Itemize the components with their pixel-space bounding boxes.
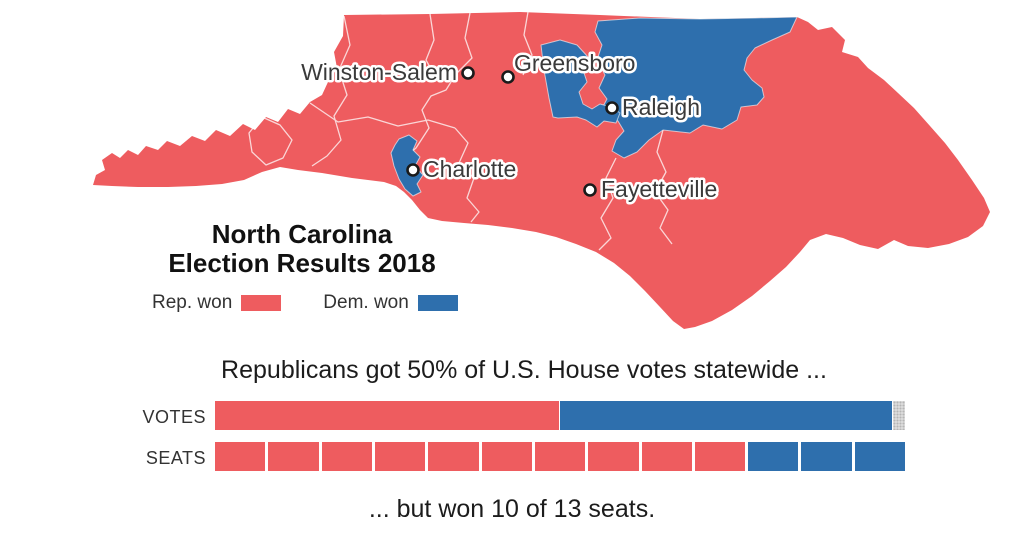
- seat-segment-rep-7: [534, 442, 586, 471]
- city-dot-fayetteville: [583, 183, 597, 197]
- district-dem-charlotte: [390, 134, 424, 197]
- votes-row-label: VOTES: [142, 407, 206, 427]
- seat-segment-rep-2: [268, 442, 319, 471]
- city-label-winston-salem: Winston-Salem: [301, 59, 457, 85]
- city-dot-greensboro: [501, 70, 515, 84]
- legend-rep-swatch: [241, 295, 282, 311]
- seat-segment-rep-5: [428, 442, 479, 471]
- legend-dem-label: Dem. won: [323, 292, 409, 313]
- city-labels: Winston-Salem Greensboro Raleigh Charlot…: [299, 48, 720, 205]
- map-legend: Rep. won Dem. won: [152, 292, 482, 313]
- votes-segment-democratic: [560, 401, 893, 430]
- city-dot-winston-salem: [461, 66, 475, 80]
- votes-caption: Republicans got 50% of U.S. House votes …: [221, 356, 827, 384]
- seats-row-label: SEATS: [145, 448, 206, 468]
- seat-segment-rep-9: [641, 442, 692, 471]
- state-shape-republican-area: [93, 12, 990, 329]
- district-boundary-lines: [248, 11, 673, 251]
- seat-segment-rep-1: [215, 442, 266, 471]
- seat-segment-rep-10: [694, 442, 746, 471]
- seat-segment-rep-4: [374, 442, 426, 471]
- map-title: North Carolina Election Results 2018: [140, 220, 464, 278]
- seat-segment-rep-8: [588, 442, 639, 471]
- votes-segment-other: [893, 401, 905, 430]
- city-markers: [406, 66, 619, 197]
- seat-segment-rep-3: [321, 442, 372, 471]
- map-title-line1: North Carolina: [211, 219, 393, 249]
- city-label-fayetteville: Fayetteville: [601, 176, 717, 202]
- seat-segment-dem-13: [854, 442, 906, 471]
- city-label-raleigh: Raleigh: [622, 94, 700, 120]
- north-carolina-map: Winston-Salem Greensboro Raleigh Charlot…: [93, 11, 990, 329]
- city-dot-charlotte: [406, 163, 420, 177]
- seats-bar: [215, 442, 906, 471]
- seat-segment-dem-12: [801, 442, 852, 471]
- democratic-districts: [390, 16, 798, 197]
- city-label-greensboro: Greensboro: [514, 50, 635, 76]
- seat-segment-rep-6: [481, 442, 532, 471]
- seat-segment-dem-11: [748, 442, 799, 471]
- city-dot-raleigh: [605, 101, 619, 115]
- votes-bar: [215, 401, 905, 430]
- map-title-line2: Election Results 2018: [168, 248, 436, 278]
- city-label-charlotte: Charlotte: [423, 156, 516, 182]
- votes-segment-republican: [215, 401, 559, 430]
- legend-dem-swatch: [417, 295, 458, 311]
- district-dem-northeast: [594, 16, 798, 159]
- legend-rep-label: Rep. won: [152, 292, 233, 313]
- seats-caption: ... but won 10 of 13 seats.: [368, 495, 656, 523]
